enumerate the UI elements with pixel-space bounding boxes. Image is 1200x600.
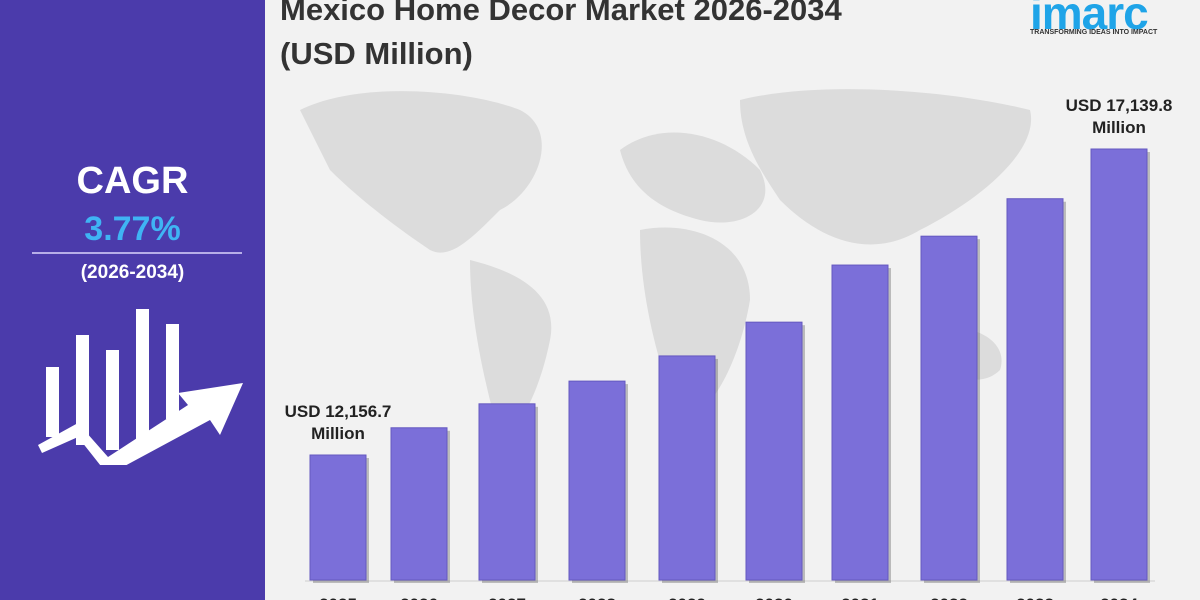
x-tick-label: 2030 <box>755 595 793 600</box>
logo-tagline: TRANSFORMING IDEAS INTO IMPACT <box>1030 29 1158 36</box>
bar-2027 <box>478 403 536 581</box>
x-tick-label: 2025 <box>319 595 357 600</box>
bar-2030 <box>745 321 803 581</box>
x-tick-label: 2026 <box>400 595 438 600</box>
x-tick-label: 2029 <box>668 595 706 600</box>
imarc-logo: imarc <box>1030 0 1149 39</box>
cagr-label: CAGR <box>76 160 189 202</box>
data-label: USD 17,139.8 <box>1066 96 1173 115</box>
bar-2028 <box>568 380 626 581</box>
bar-2032 <box>920 235 978 581</box>
cagr-value: 3.77% <box>84 210 181 248</box>
cagr-period: (2026-2034) <box>80 262 185 283</box>
data-label: USD 12,156.7 <box>285 402 392 421</box>
x-tick-label: 2032 <box>930 595 968 600</box>
data-label-unit: Million <box>1092 118 1146 137</box>
divider <box>32 252 242 254</box>
title-line-1: Mexico Home Decor Market 2026-2034 <box>280 0 842 27</box>
x-tick-label: 2033 <box>1016 595 1054 600</box>
growth-chart-arrow-icon <box>38 309 243 465</box>
bar-2029 <box>658 355 716 581</box>
bar-2025 <box>309 454 367 581</box>
x-tick-label: 2031 <box>841 595 879 600</box>
title-line-2: (USD Million) <box>280 36 473 71</box>
x-tick-label: 2034 <box>1100 595 1138 600</box>
cagr-panel: CAGR 3.77% (2026-2034) <box>0 0 265 600</box>
bar-2031 <box>831 264 889 581</box>
chart-title: Mexico Home Decor Market 2026-2034 (USD … <box>280 0 842 76</box>
x-tick-label: 2027 <box>488 595 526 600</box>
bar-2026 <box>390 427 448 581</box>
bar-2034 <box>1090 148 1148 581</box>
data-label-unit: Million <box>311 424 365 443</box>
x-tick-label: 2028 <box>578 595 616 600</box>
bar-2033 <box>1006 198 1064 581</box>
